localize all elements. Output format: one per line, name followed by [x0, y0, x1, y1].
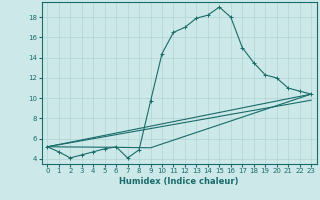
X-axis label: Humidex (Indice chaleur): Humidex (Indice chaleur): [119, 177, 239, 186]
